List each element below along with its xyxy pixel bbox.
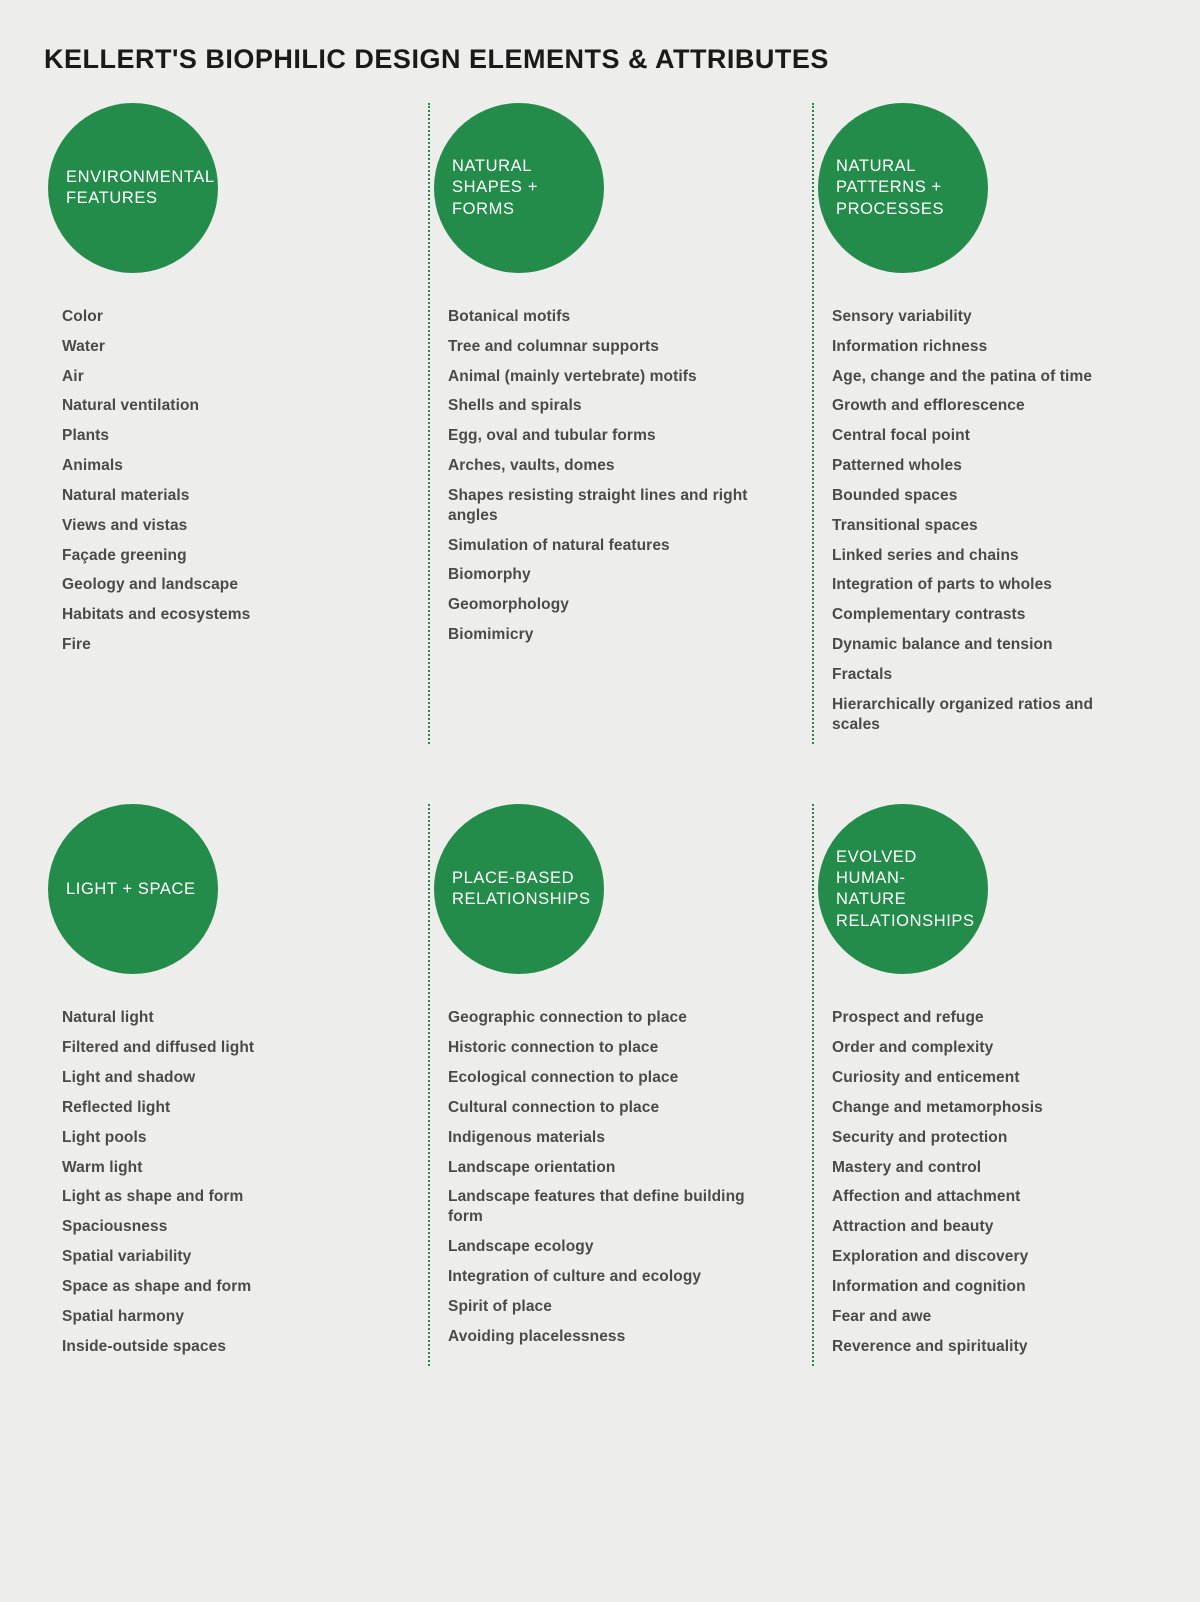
attribute-item: Linked series and chains [832, 546, 1132, 566]
attribute-item: Change and metamorphosis [832, 1098, 1132, 1118]
attribute-item: Ecological connection to place [448, 1068, 748, 1088]
attribute-item: Affection and attachment [832, 1187, 1132, 1207]
attribute-item: Order and complexity [832, 1038, 1132, 1058]
attribute-list: Natural light Filtered and diffused light… [62, 1008, 388, 1356]
attribute-item: Spirit of place [448, 1297, 748, 1317]
category-column: ENVIRONMENTAL FEATURES Color Water Air Natu… [44, 103, 388, 744]
attribute-item: Complementary contrasts [832, 605, 1132, 625]
attribute-item: Shells and spirals [448, 396, 748, 416]
attribute-item: Integration of culture and ecology [448, 1267, 748, 1287]
attribute-item: Integration of parts to wholes [832, 575, 1132, 595]
attribute-item: Habitats and ecosystems [62, 605, 362, 625]
attribute-list: Botanical motifs Tree and columnar suppor… [448, 307, 772, 645]
attribute-item: Mastery and control [832, 1158, 1132, 1178]
category-column: NATURAL PATTERNS + PROCESSES Sensory var… [812, 103, 1156, 744]
attribute-item: Avoiding placelessness [448, 1327, 748, 1347]
page-title: KELLERT'S BIOPHILIC DESIGN ELEMENTS & AT… [44, 44, 1156, 75]
attribute-item: Tree and columnar supports [448, 337, 748, 357]
attribute-item: Historic connection to place [448, 1038, 748, 1058]
attribute-item: Landscape features that define building … [448, 1187, 748, 1227]
attribute-item: Spatial harmony [62, 1307, 362, 1327]
category-column: EVOLVED HUMAN-NATURE RELATIONSHIPS Prosp… [812, 804, 1156, 1366]
attribute-item: Light pools [62, 1128, 362, 1148]
attribute-list: Prospect and refuge Order and complexity C… [832, 1008, 1156, 1356]
attribute-item: Light as shape and form [62, 1187, 362, 1207]
attribute-item: Filtered and diffused light [62, 1038, 362, 1058]
attribute-item: Animal (mainly vertebrate) motifs [448, 367, 748, 387]
attribute-item: Geology and landscape [62, 575, 362, 595]
attribute-item: Fire [62, 635, 362, 655]
attribute-item: Air [62, 367, 362, 387]
attribute-item: Water [62, 337, 362, 357]
attribute-item: Egg, oval and tubular forms [448, 426, 748, 446]
attribute-item: Security and protection [832, 1128, 1132, 1148]
category-heading: EVOLVED HUMAN-NATURE RELATIONSHIPS [836, 847, 975, 931]
attribute-item: Information and cognition [832, 1277, 1132, 1297]
attribute-item: Natural materials [62, 486, 362, 506]
attribute-item: Curiosity and enticement [832, 1068, 1132, 1088]
attribute-item: Geographic connection to place [448, 1008, 748, 1028]
attribute-item: Light and shadow [62, 1068, 362, 1088]
attribute-item: Warm light [62, 1158, 362, 1178]
attribute-item: Transitional spaces [832, 516, 1132, 536]
attribute-item: Arches, vaults, domes [448, 456, 748, 476]
attribute-item: Biomorphy [448, 565, 748, 585]
attribute-item: Spatial variability [62, 1247, 362, 1267]
attribute-item: Landscape orientation [448, 1158, 748, 1178]
attribute-item: Natural light [62, 1008, 362, 1028]
attribute-item: Plants [62, 426, 362, 446]
attribute-item: Fractals [832, 665, 1132, 685]
attribute-item: Reverence and spirituality [832, 1337, 1132, 1357]
attribute-item: Growth and efflorescence [832, 396, 1132, 416]
attribute-item: Bounded spaces [832, 486, 1132, 506]
category-heading-circle: NATURAL SHAPES + FORMS [434, 103, 604, 273]
category-heading: NATURAL PATTERNS + PROCESSES [836, 156, 974, 219]
attribute-item: Inside-outside spaces [62, 1337, 362, 1357]
attribute-item: Exploration and discovery [832, 1247, 1132, 1267]
attribute-item: Hierarchically organized ratios and scal… [832, 695, 1132, 735]
attribute-item: Fear and awe [832, 1307, 1132, 1327]
attribute-item: Animals [62, 456, 362, 476]
attribute-item: Sensory variability [832, 307, 1132, 327]
category-heading-circle: LIGHT + SPACE [48, 804, 218, 974]
category-heading: PLACE-BASED RELATIONSHIPS [452, 868, 591, 910]
attribute-item: Indigenous materials [448, 1128, 748, 1148]
attribute-item: Natural ventilation [62, 396, 362, 416]
attribute-list: Sensory variability Information richness A… [832, 307, 1156, 734]
category-heading: NATURAL SHAPES + FORMS [452, 156, 590, 219]
attribute-item: Shapes resisting straight lines and righ… [448, 486, 748, 526]
category-grid: ENVIRONMENTAL FEATURES Color Water Air Natu… [44, 103, 1156, 1366]
attribute-item: Reflected light [62, 1098, 362, 1118]
category-column: PLACE-BASED RELATIONSHIPS Geographic con… [428, 804, 772, 1366]
attribute-item: Prospect and refuge [832, 1008, 1132, 1028]
attribute-item: Landscape ecology [448, 1237, 748, 1257]
attribute-item: Information richness [832, 337, 1132, 357]
attribute-item: Façade greening [62, 546, 362, 566]
attribute-item: Spaciousness [62, 1217, 362, 1237]
attribute-list: Geographic connection to place Historic c… [448, 1008, 772, 1346]
attribute-item: Botanical motifs [448, 307, 748, 327]
attribute-item: Simulation of natural features [448, 536, 748, 556]
category-column: LIGHT + SPACE Natural light Filtered and … [44, 804, 388, 1366]
attribute-item: Space as shape and form [62, 1277, 362, 1297]
attribute-item: Age, change and the patina of time [832, 367, 1132, 387]
category-heading-circle: ENVIRONMENTAL FEATURES [48, 103, 218, 273]
attribute-item: Views and vistas [62, 516, 362, 536]
attribute-item: Central focal point [832, 426, 1132, 446]
attribute-item: Patterned wholes [832, 456, 1132, 476]
attribute-item: Biomimicry [448, 625, 748, 645]
category-heading: ENVIRONMENTAL FEATURES [66, 167, 214, 209]
attribute-item: Attraction and beauty [832, 1217, 1132, 1237]
attribute-item: Geomorphology [448, 595, 748, 615]
attribute-item: Cultural connection to place [448, 1098, 748, 1118]
category-heading-circle: NATURAL PATTERNS + PROCESSES [818, 103, 988, 273]
attribute-item: Color [62, 307, 362, 327]
attribute-list: Color Water Air Natural ventilation Plants An… [62, 307, 388, 655]
category-column: NATURAL SHAPES + FORMS Botanical motifs T… [428, 103, 772, 744]
category-heading: LIGHT + SPACE [66, 879, 196, 900]
category-heading-circle: EVOLVED HUMAN-NATURE RELATIONSHIPS [818, 804, 988, 974]
category-heading-circle: PLACE-BASED RELATIONSHIPS [434, 804, 604, 974]
attribute-item: Dynamic balance and tension [832, 635, 1132, 655]
